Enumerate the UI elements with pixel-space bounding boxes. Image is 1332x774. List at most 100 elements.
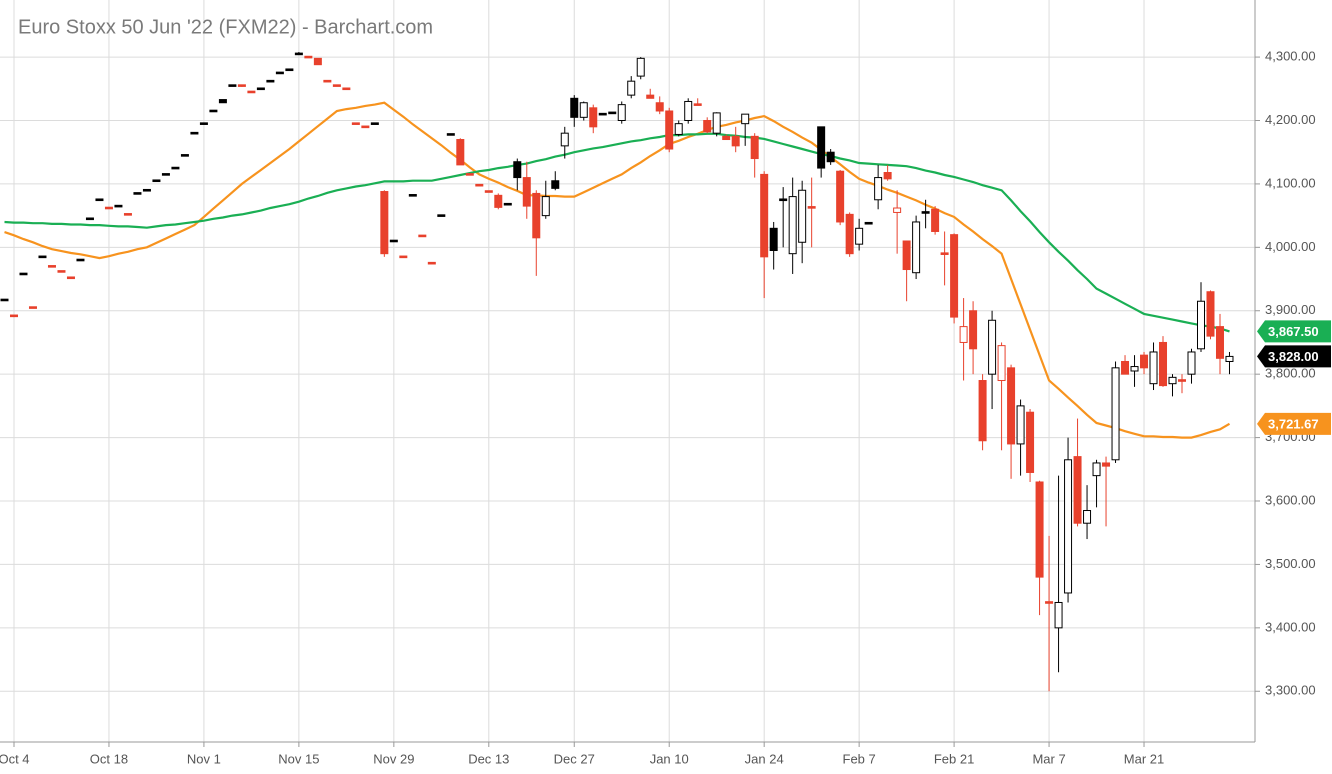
candle-body [674, 123, 683, 135]
candle-body [902, 240, 911, 271]
candle-body [703, 119, 712, 133]
y-tick-label: 3,300.00 [1265, 683, 1316, 698]
labels: 3,300.003,400.003,500.003,600.003,700.00… [0, 49, 1331, 766]
candle-body [750, 135, 759, 160]
x-tick-label: Mar 7 [1032, 751, 1065, 766]
candle-body [1225, 355, 1234, 362]
price-tag [1257, 320, 1331, 343]
candle-body [522, 177, 531, 207]
candle-body [589, 107, 598, 128]
candle-body [142, 188, 151, 192]
grid [0, 0, 1260, 747]
x-tick-label: Oct 18 [90, 751, 128, 766]
candle-body [171, 166, 180, 170]
candle-body [38, 255, 47, 259]
candle-body [1016, 405, 1025, 445]
candle-body [1007, 367, 1016, 445]
candle-body [798, 189, 807, 243]
candle-body [494, 194, 503, 208]
x-tick-label: Oct 4 [0, 751, 30, 766]
candle-body [532, 192, 541, 239]
candle-body [1196, 300, 1205, 350]
candle-body [190, 131, 199, 135]
candle-body [513, 161, 522, 179]
candle-body [1026, 411, 1035, 473]
chart-title: Euro Stoxx 50 Jun '22 (FXM22) - Barchart… [18, 16, 433, 38]
candle-body [741, 113, 750, 125]
candle-body [665, 110, 674, 150]
candle-body [180, 154, 189, 157]
price-tag [1257, 412, 1331, 435]
x-tick-label: Dec 27 [554, 751, 595, 766]
candle-body [684, 100, 693, 121]
candle-body [722, 135, 731, 141]
candle-body [209, 109, 218, 113]
candle-body [28, 306, 37, 309]
candle-body [570, 97, 579, 118]
candle-body [826, 151, 835, 163]
candle-body [760, 173, 769, 258]
candle-body [921, 211, 930, 214]
candle-body [579, 102, 588, 118]
x-tick-label: Mar 21 [1124, 751, 1164, 766]
candle-body [655, 102, 664, 112]
candle-body [218, 99, 227, 104]
candle-body [1064, 459, 1073, 594]
candle-body [598, 112, 607, 116]
candle-body [541, 196, 550, 217]
price-tag-label: 3,867.50 [1268, 324, 1319, 339]
candle-body [1054, 601, 1063, 629]
candle-body [855, 227, 864, 245]
candle-body [959, 326, 968, 343]
candle-body [1178, 379, 1187, 382]
candle-body [418, 234, 427, 238]
candle-body [9, 314, 18, 318]
price-tag [1257, 345, 1331, 368]
candle-body [1159, 341, 1168, 387]
candle-body [0, 298, 9, 302]
candle-body [950, 234, 959, 318]
candle-body [19, 272, 28, 276]
candle-body [199, 122, 208, 125]
x-tick-label: Feb 21 [934, 751, 974, 766]
candle-body [95, 198, 104, 202]
candle-body [389, 239, 398, 243]
candles [0, 52, 1234, 692]
candle-body [997, 345, 1006, 382]
candle-body [446, 133, 455, 136]
y-tick-label: 3,900.00 [1265, 302, 1316, 317]
candle-body [627, 80, 636, 96]
candle-body [893, 207, 902, 213]
candle-body [608, 111, 617, 115]
candle-body [912, 221, 921, 274]
candle-body [1206, 291, 1215, 337]
candle-body [779, 198, 788, 202]
candle-body [788, 196, 797, 255]
candle-body [342, 87, 351, 91]
y-tick-label: 4,100.00 [1265, 175, 1316, 190]
candle-body [133, 192, 142, 195]
candle-body [237, 84, 246, 87]
candle-body [351, 122, 360, 125]
candle-body [285, 68, 294, 72]
candle-body [969, 310, 978, 350]
candle-body [123, 213, 132, 216]
candle-body [883, 171, 892, 180]
candle-body [247, 90, 256, 94]
candle-body [57, 270, 66, 273]
candle-body [66, 276, 75, 280]
y-tick-label: 4,200.00 [1265, 112, 1316, 127]
candle-body [427, 261, 436, 265]
ma-line [4, 132, 1230, 333]
candle-body [845, 213, 854, 255]
candle-body [1140, 354, 1149, 369]
candle-body [275, 71, 284, 75]
candle-body [617, 104, 626, 121]
candle-body [931, 208, 940, 232]
candle-body [1092, 462, 1101, 477]
ma-line [4, 101, 1231, 439]
candle-body [874, 177, 883, 201]
y-tick-label: 3,800.00 [1265, 366, 1316, 381]
